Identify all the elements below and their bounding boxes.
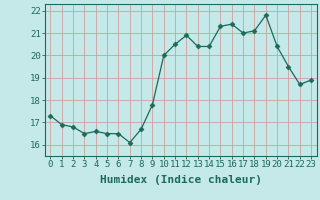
X-axis label: Humidex (Indice chaleur): Humidex (Indice chaleur) [100,175,262,185]
